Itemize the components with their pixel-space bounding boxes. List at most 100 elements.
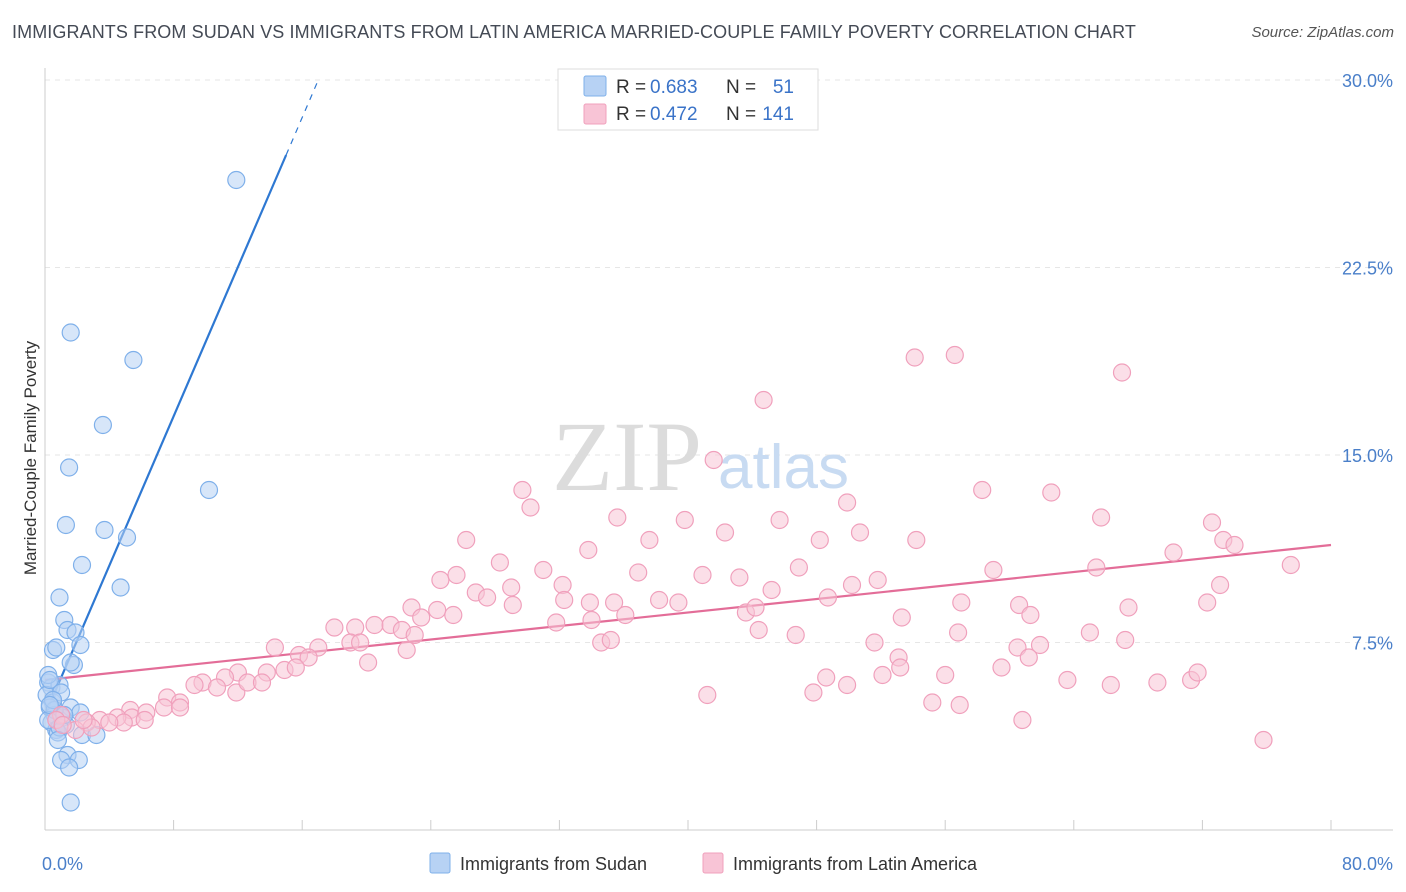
latin-america-point-5: [513, 480, 532, 500]
latin-america-point-91: [1019, 648, 1038, 667]
bottom-legend-label-sudan: Immigrants from Sudan: [460, 854, 647, 874]
latin-america-point-14: [1202, 513, 1222, 532]
latin-america-point-86: [265, 638, 284, 657]
latin-america-point-28: [693, 565, 712, 585]
latin-america-point-49: [1119, 598, 1138, 617]
y-tick-labels: 7.5% 15.0% 22.5% 30.0%: [1342, 71, 1393, 654]
sudan-point-9: [72, 555, 92, 575]
y-axis-title: Married-Couple Family Poverty: [21, 340, 40, 575]
legend-n-label-latin-america: N =: [726, 104, 756, 125]
latin-america-point-25: [490, 553, 509, 572]
y-tick-label-2: 22.5%: [1342, 259, 1393, 279]
y-tick-label-3: 30.0%: [1342, 71, 1393, 91]
sudan-point-3: [93, 415, 113, 435]
sudan-point-8: [117, 528, 137, 547]
data-points: [37, 170, 1300, 812]
latin-america-point-44: [952, 593, 971, 612]
latin-america-point-55: [580, 593, 600, 612]
sudan-point-4: [59, 458, 79, 477]
x-tick-label-min: 0.0%: [42, 854, 83, 874]
points-latin-america: [47, 345, 1300, 750]
latin-america-point-43: [669, 593, 688, 612]
sudan-point-39: [59, 758, 79, 777]
latin-america-point-29: [730, 568, 749, 587]
trend-lines: [43, 79, 1332, 716]
latin-america-point-83: [786, 625, 805, 645]
latin-america-point-108: [1058, 670, 1077, 690]
sudan-point-42: [40, 670, 59, 690]
latin-america-point-68: [616, 605, 635, 625]
trend-line-latin-america: [44, 543, 1332, 682]
latin-america-point-70: [1021, 605, 1040, 625]
latin-america-point-112: [1101, 675, 1120, 695]
sudan-point-0: [227, 170, 246, 190]
sudan-point-6: [56, 515, 76, 535]
latin-america-point-52: [412, 608, 431, 627]
latin-america-point-117: [950, 695, 969, 715]
latin-america-point-26: [534, 560, 553, 580]
gridlines: [45, 79, 1393, 643]
latin-america-point-30: [789, 558, 809, 577]
latin-america-point-18: [715, 523, 735, 542]
latin-america-point-1: [945, 345, 964, 365]
latin-america-point-10: [608, 508, 627, 527]
latin-america-point-93: [891, 658, 910, 677]
legend-r-value-latin-america: 0.472: [650, 104, 698, 125]
latin-america-point-104: [252, 673, 272, 692]
latin-america-point-82: [601, 630, 620, 650]
latin-america-point-12: [770, 510, 789, 530]
legend-r-label-sudan: R =: [616, 77, 646, 98]
sudan-point-40: [61, 793, 80, 812]
latin-america-point-54: [555, 590, 574, 610]
latin-america-point-92: [992, 658, 1011, 677]
sudan-point-17: [47, 638, 66, 657]
x-tick-label-max: 80.0%: [1342, 854, 1393, 874]
latin-america-point-79: [351, 633, 370, 652]
bottom-legend-swatch-latin-america: [702, 852, 724, 874]
sudan-point-19: [61, 653, 80, 672]
latin-america-point-57: [649, 590, 669, 610]
latin-america-point-116: [923, 693, 942, 712]
latin-america-point-3: [754, 390, 773, 410]
latin-america-point-7: [837, 493, 857, 512]
sudan-point-1: [61, 323, 80, 342]
top-legend: R = 0.683 N = 51 R = 0.472 N = 141: [557, 68, 819, 131]
latin-america-point-4: [704, 450, 723, 470]
sudan-point-49: [48, 730, 68, 750]
latin-america-point-13: [1091, 508, 1111, 527]
legend-r-value-sudan: 0.683: [650, 77, 698, 98]
latin-america-point-136: [53, 715, 72, 735]
latin-america-point-84: [865, 633, 884, 652]
latin-america-point-35: [431, 570, 450, 590]
legend-n-label-sudan: N =: [726, 77, 756, 98]
latin-america-point-9: [1042, 483, 1061, 502]
bottom-legend-label-latin-america: Immigrants from Latin America: [733, 854, 978, 874]
latin-america-point-75: [1116, 630, 1135, 650]
watermark-zip: ZIP: [552, 401, 702, 512]
latin-america-point-89: [359, 653, 378, 672]
latin-america-point-59: [746, 598, 765, 617]
latin-america-point-6: [521, 498, 540, 517]
sudan-point-11: [50, 588, 69, 607]
y-tick-label-1: 15.0%: [1342, 446, 1393, 466]
bottom-legend-swatch-sudan: [429, 852, 451, 874]
latin-america-point-80: [397, 640, 416, 660]
latin-america-point-73: [1030, 635, 1050, 655]
latin-america-point-0: [905, 348, 924, 367]
latin-america-point-48: [1198, 593, 1217, 612]
sudan-point-5: [199, 480, 219, 500]
latin-america-point-67: [582, 610, 601, 630]
latin-america-point-71: [749, 620, 768, 640]
latin-america-point-133: [74, 710, 93, 730]
latin-america-point-40: [478, 588, 497, 607]
latin-america-point-37: [553, 575, 572, 595]
latin-america-point-39: [502, 578, 521, 597]
latin-america-point-105: [185, 675, 204, 695]
latin-america-point-114: [804, 683, 823, 702]
latin-america-point-31: [868, 570, 887, 590]
latin-america-point-115: [698, 685, 717, 705]
latin-america-point-74: [1080, 623, 1100, 642]
latin-america-point-106: [286, 658, 305, 677]
sudan-point-2: [124, 350, 143, 370]
